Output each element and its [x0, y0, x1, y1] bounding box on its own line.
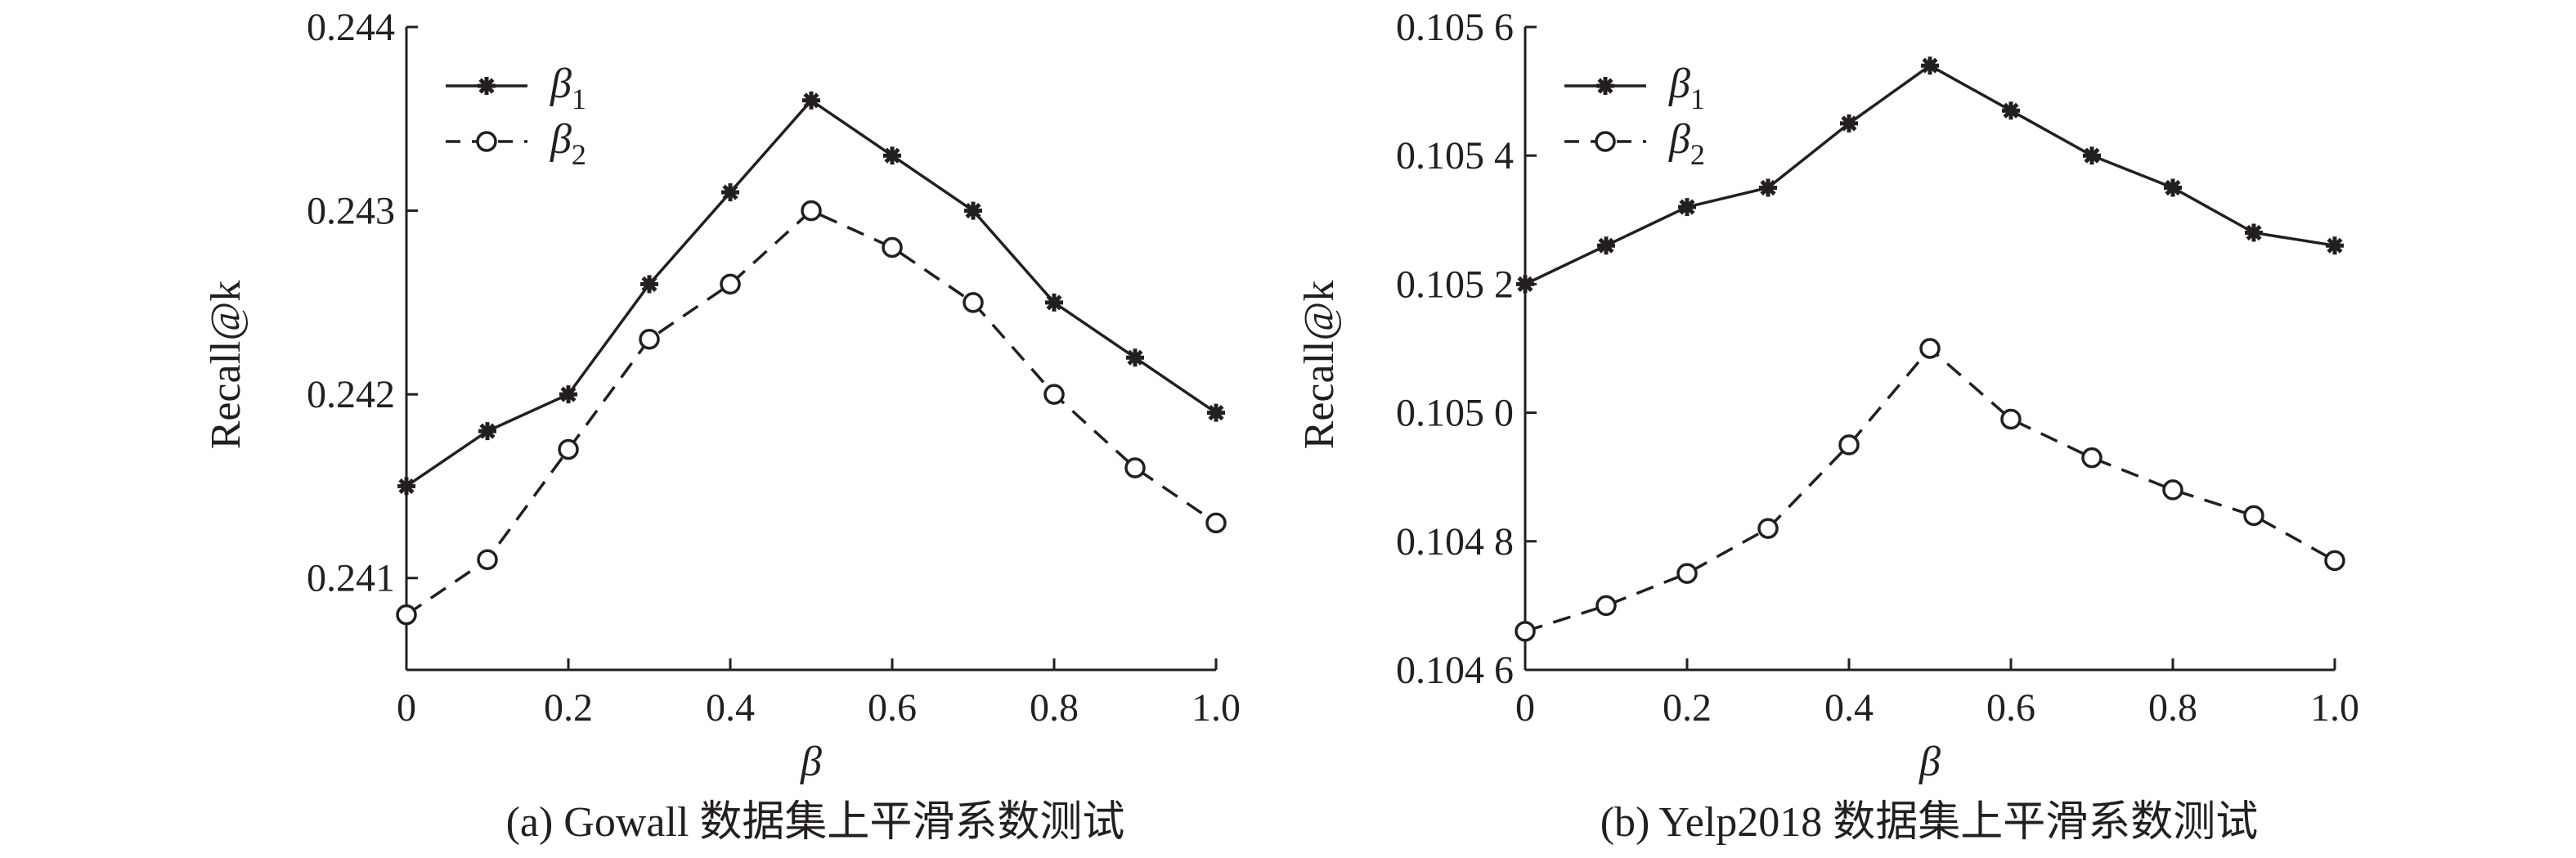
y-tick-label: 0.243 [307, 190, 395, 233]
y-axis-label: Recall@k [1296, 281, 1343, 450]
series-1-point [640, 275, 658, 294]
x-axis-label: β [800, 739, 822, 785]
series-2-point [801, 200, 822, 222]
series-1-point [1516, 275, 1534, 294]
x-tick-label: 0.4 [1824, 686, 1874, 730]
series-2-point [2162, 479, 2183, 501]
series-1-point [964, 201, 982, 220]
series-2-point [720, 273, 741, 295]
series-1-point [1207, 403, 1225, 422]
series-2-point [2324, 550, 2345, 572]
series-2-point [1124, 457, 1146, 478]
series-1-point [2164, 178, 2182, 197]
series-1-point [802, 91, 820, 110]
series-2-point [1757, 518, 1779, 539]
series-2-point [1838, 434, 1860, 456]
series-1-point [721, 183, 739, 202]
x-axis-label: β [1919, 739, 1941, 785]
legend-label-1: β1 [1668, 61, 1705, 115]
legend-marker-1 [478, 77, 496, 95]
series-1-point [1759, 178, 1777, 197]
series-2-point [1205, 512, 1227, 534]
series-1-point [2083, 146, 2101, 165]
y-tick-label: 0.105 2 [1396, 263, 1514, 306]
chart-yelp2018: 0 0.2 0.4 0.6 0.8 1.0 0.104 6 0.104 8 0.105 0 0.1… [1296, 6, 2359, 846]
series-1-point [1126, 348, 1144, 367]
legend-marker-1 [1596, 77, 1614, 95]
series-2-line [406, 209, 1217, 617]
x-tick-label: 0.6 [868, 686, 917, 730]
legend-label-2: β2 [550, 116, 586, 171]
y-tick-label: 0.105 6 [1396, 6, 1514, 49]
series-2-point [882, 236, 903, 258]
x-tick-label: 0 [1515, 686, 1535, 730]
series-1-point [1597, 236, 1615, 255]
series-1-point [2002, 101, 2020, 120]
x-tick-label: 0.8 [2148, 686, 2197, 730]
series-1-point [478, 422, 496, 441]
series-2-point [1676, 563, 1698, 584]
series-1-point [397, 477, 415, 496]
series-2-point [1515, 621, 1536, 642]
series-2-point [1919, 338, 1941, 359]
legend-label-2: β2 [1668, 116, 1705, 171]
series-1-point [1045, 293, 1063, 312]
y-axis-label: Recall@k [203, 281, 249, 450]
x-tick-label: 0.2 [1663, 686, 1712, 730]
series-1-point [1678, 198, 1696, 217]
figure-caption: (a) Gowall 数据集上平滑系数测试 [506, 799, 1125, 846]
legend-marker-2 [476, 131, 497, 152]
series-2-point [1595, 595, 1617, 617]
series-2-line [1524, 346, 2336, 633]
series-2-point [477, 549, 498, 571]
series-2-point [2243, 505, 2264, 527]
series-1-line [406, 98, 1217, 487]
series-2-point [558, 438, 579, 460]
series-1-point [2245, 223, 2263, 242]
y-tick-label: 0.105 0 [1396, 392, 1514, 435]
series-2-point [639, 329, 660, 350]
x-tick-label: 0.6 [1986, 686, 2035, 730]
y-tick-label: 0.244 [307, 6, 395, 49]
chart-gowalla: 0 0.2 0.4 0.6 0.8 1.0 0.241 0.242 0.243 0.244 β Rec… [203, 6, 1241, 846]
series-1-line [1524, 64, 2336, 285]
y-tick-label: 0.105 4 [1396, 134, 1514, 177]
series-2-point [963, 292, 984, 313]
y-tick-label: 0.104 6 [1396, 649, 1514, 692]
x-tick-label: 0.2 [544, 686, 593, 730]
figure-caption: (b) Yelp2018 数据集上平滑系数测试 [1600, 799, 2259, 846]
legend-marker-2 [1595, 131, 1616, 152]
x-tick-label: 1.0 [2310, 686, 2359, 730]
y-tick-label: 0.242 [307, 373, 395, 416]
series-1-point [1921, 56, 1939, 75]
series-2-point [2081, 447, 2103, 469]
series-2-point [2000, 408, 2022, 430]
series-1-point [1840, 114, 1858, 133]
series-1-point [2326, 236, 2344, 255]
y-tick-label: 0.104 8 [1396, 520, 1514, 564]
series-1-point [883, 146, 901, 165]
x-tick-label: 0 [397, 686, 416, 730]
x-tick-label: 1.0 [1192, 686, 1241, 730]
series-1-point [559, 385, 577, 404]
y-tick-label: 0.241 [307, 557, 395, 600]
series-2-point [396, 604, 417, 626]
legend-label-1: β1 [550, 61, 586, 115]
series-2-point [1043, 384, 1065, 405]
x-tick-label: 0.8 [1030, 686, 1079, 730]
x-tick-label: 0.4 [706, 686, 755, 730]
